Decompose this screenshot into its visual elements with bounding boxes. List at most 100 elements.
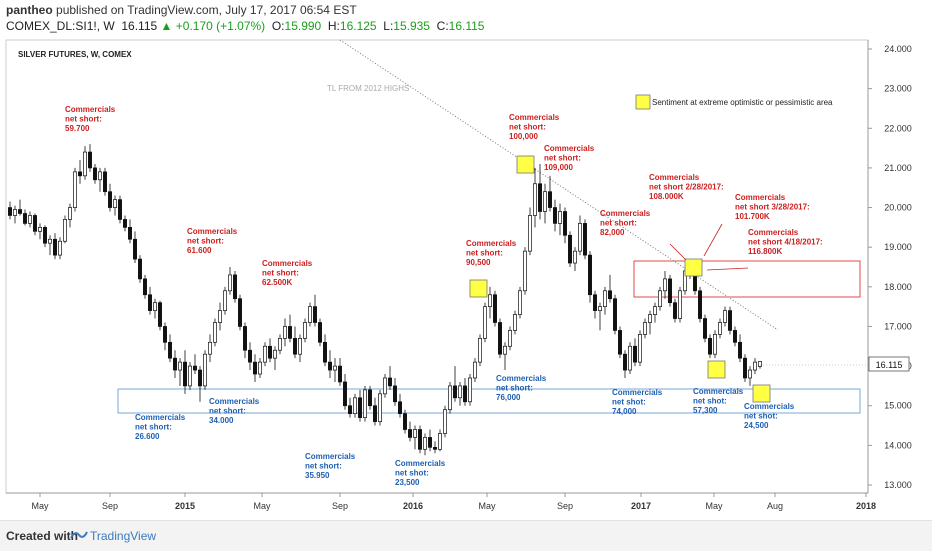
candle-body-down — [23, 213, 27, 224]
candle-body-down — [358, 397, 362, 418]
price-chart[interactable]: 24.000 23.000 22.000 21.000 20.000 19.000 18.0… — [0, 38, 932, 520]
red-annotation: Commercials net short: 59.700 — [65, 105, 116, 133]
candle-body-down — [33, 215, 37, 232]
candle — [523, 247, 527, 295]
candle-body-up — [648, 314, 652, 323]
candle-body-down — [128, 227, 132, 240]
candle — [343, 374, 347, 410]
candle — [103, 167, 107, 196]
candle-body-up — [533, 183, 537, 216]
red-annotation: Commercials net short: 109,000 — [544, 144, 595, 172]
candle — [743, 354, 747, 382]
blue-annotation: Commercials net short: 34.000 — [209, 397, 260, 425]
annotation-line: 108.000K — [649, 192, 684, 201]
candle-body-down — [138, 258, 142, 280]
price-tick-label: 24.000 — [884, 44, 912, 54]
time-tick-label: May — [705, 501, 723, 511]
annotation-line: net short: — [187, 237, 224, 246]
candle-body-down — [43, 227, 47, 244]
candle-body-up — [258, 361, 262, 375]
time-tick-label: 2018 — [856, 501, 876, 511]
candle — [508, 326, 512, 351]
last-price-tag — [868, 356, 910, 372]
candle-body-up — [438, 433, 442, 450]
candle — [453, 366, 457, 402]
candle-body-down — [253, 361, 257, 375]
annotation-line: Commercials — [649, 173, 700, 182]
blue-annotation: Commercials net shot: 23,500 — [395, 459, 446, 487]
candle-body-down — [173, 357, 177, 371]
candle-body-up — [718, 322, 722, 335]
chart-title: SILVER FUTURES, W, COMEX — [18, 50, 132, 59]
price-axis[interactable]: 24.000 23.000 22.000 21.000 20.000 19.000 18.0… — [868, 44, 912, 490]
price-tick-label: 20.000 — [884, 203, 912, 213]
candle-body-up — [513, 314, 517, 331]
symbol-label[interactable]: COMEX_DL:SI1!, W — [6, 19, 115, 33]
price-tick-label: 23.000 — [884, 84, 912, 94]
candle-body-up — [503, 345, 507, 355]
candle-body-up — [753, 361, 757, 371]
candle — [598, 302, 602, 331]
blue-annotation: Commercials net short: 26.600 — [135, 413, 186, 441]
tradingview-logo-icon[interactable] — [70, 528, 88, 542]
annotation-line: 24,500 — [744, 421, 769, 430]
candle — [323, 334, 327, 367]
candle-body-down — [588, 254, 592, 296]
last-price: 16.115 — [121, 19, 158, 33]
candle — [608, 274, 612, 303]
candle — [153, 298, 157, 319]
candle-body-up — [353, 397, 357, 415]
candle-body-down — [743, 357, 747, 379]
annotation-line: net shot: — [395, 469, 429, 478]
blue-annotation: Commercials net short: 35.950 — [305, 452, 356, 480]
time-axis[interactable]: May Sep 2015 May Sep 2016 May Sep 2017 May Aug 2018 — [31, 493, 876, 511]
sentiment-marker — [469, 279, 488, 298]
candle-body-down — [583, 223, 587, 256]
candle-body-down — [668, 278, 672, 304]
candle-body-down — [673, 302, 677, 319]
candle-body-up — [448, 385, 452, 411]
close-label: C: — [436, 19, 449, 33]
candle — [23, 209, 27, 226]
legend-text: Sentiment at extreme optimistic or pessi… — [652, 98, 833, 107]
candle — [178, 358, 182, 386]
time-tick-label: Aug — [767, 501, 783, 511]
open-value: 15.990 — [284, 19, 322, 33]
candle — [313, 294, 317, 327]
annotation-line: 59.700 — [65, 124, 90, 133]
candle — [738, 334, 742, 363]
candle-body-down — [568, 234, 572, 264]
sentiment-marker — [684, 258, 703, 277]
plot-area[interactable] — [5, 39, 869, 494]
candle — [143, 274, 147, 299]
candle — [348, 397, 352, 418]
author-name[interactable]: pantheo — [6, 3, 53, 17]
annotation-line: 26.600 — [135, 432, 160, 441]
candle-body-down — [243, 326, 247, 351]
candle-body-down — [618, 330, 622, 355]
annotation-line: Commercials — [496, 374, 547, 383]
candle — [223, 286, 227, 315]
candle — [33, 213, 37, 236]
candle-body-up — [383, 377, 387, 395]
candle-body-up — [473, 361, 477, 379]
annotation-line: 34.000 — [209, 416, 234, 425]
red-annotation: Commercials net short 4/18/2017: 116.800K — [748, 228, 823, 256]
candle-body-down — [398, 401, 402, 415]
candle-body-up — [208, 341, 212, 355]
tradingview-brand-link[interactable]: TradingView — [90, 529, 157, 543]
candle-body-up — [363, 389, 367, 418]
candle — [53, 233, 57, 260]
annotation-line: net shot: — [744, 412, 778, 421]
candle — [298, 334, 302, 363]
candle-body-up — [603, 290, 607, 307]
candle-body-down — [183, 361, 187, 387]
candle-body-up — [523, 250, 527, 292]
candle-body-up — [663, 278, 667, 292]
candle — [293, 326, 297, 359]
candle-body-up — [528, 215, 532, 252]
candle-body-up — [578, 223, 582, 252]
annotation-line: Commercials — [187, 227, 238, 236]
time-tick-label: May — [478, 501, 496, 511]
candle-body-up — [478, 337, 482, 363]
